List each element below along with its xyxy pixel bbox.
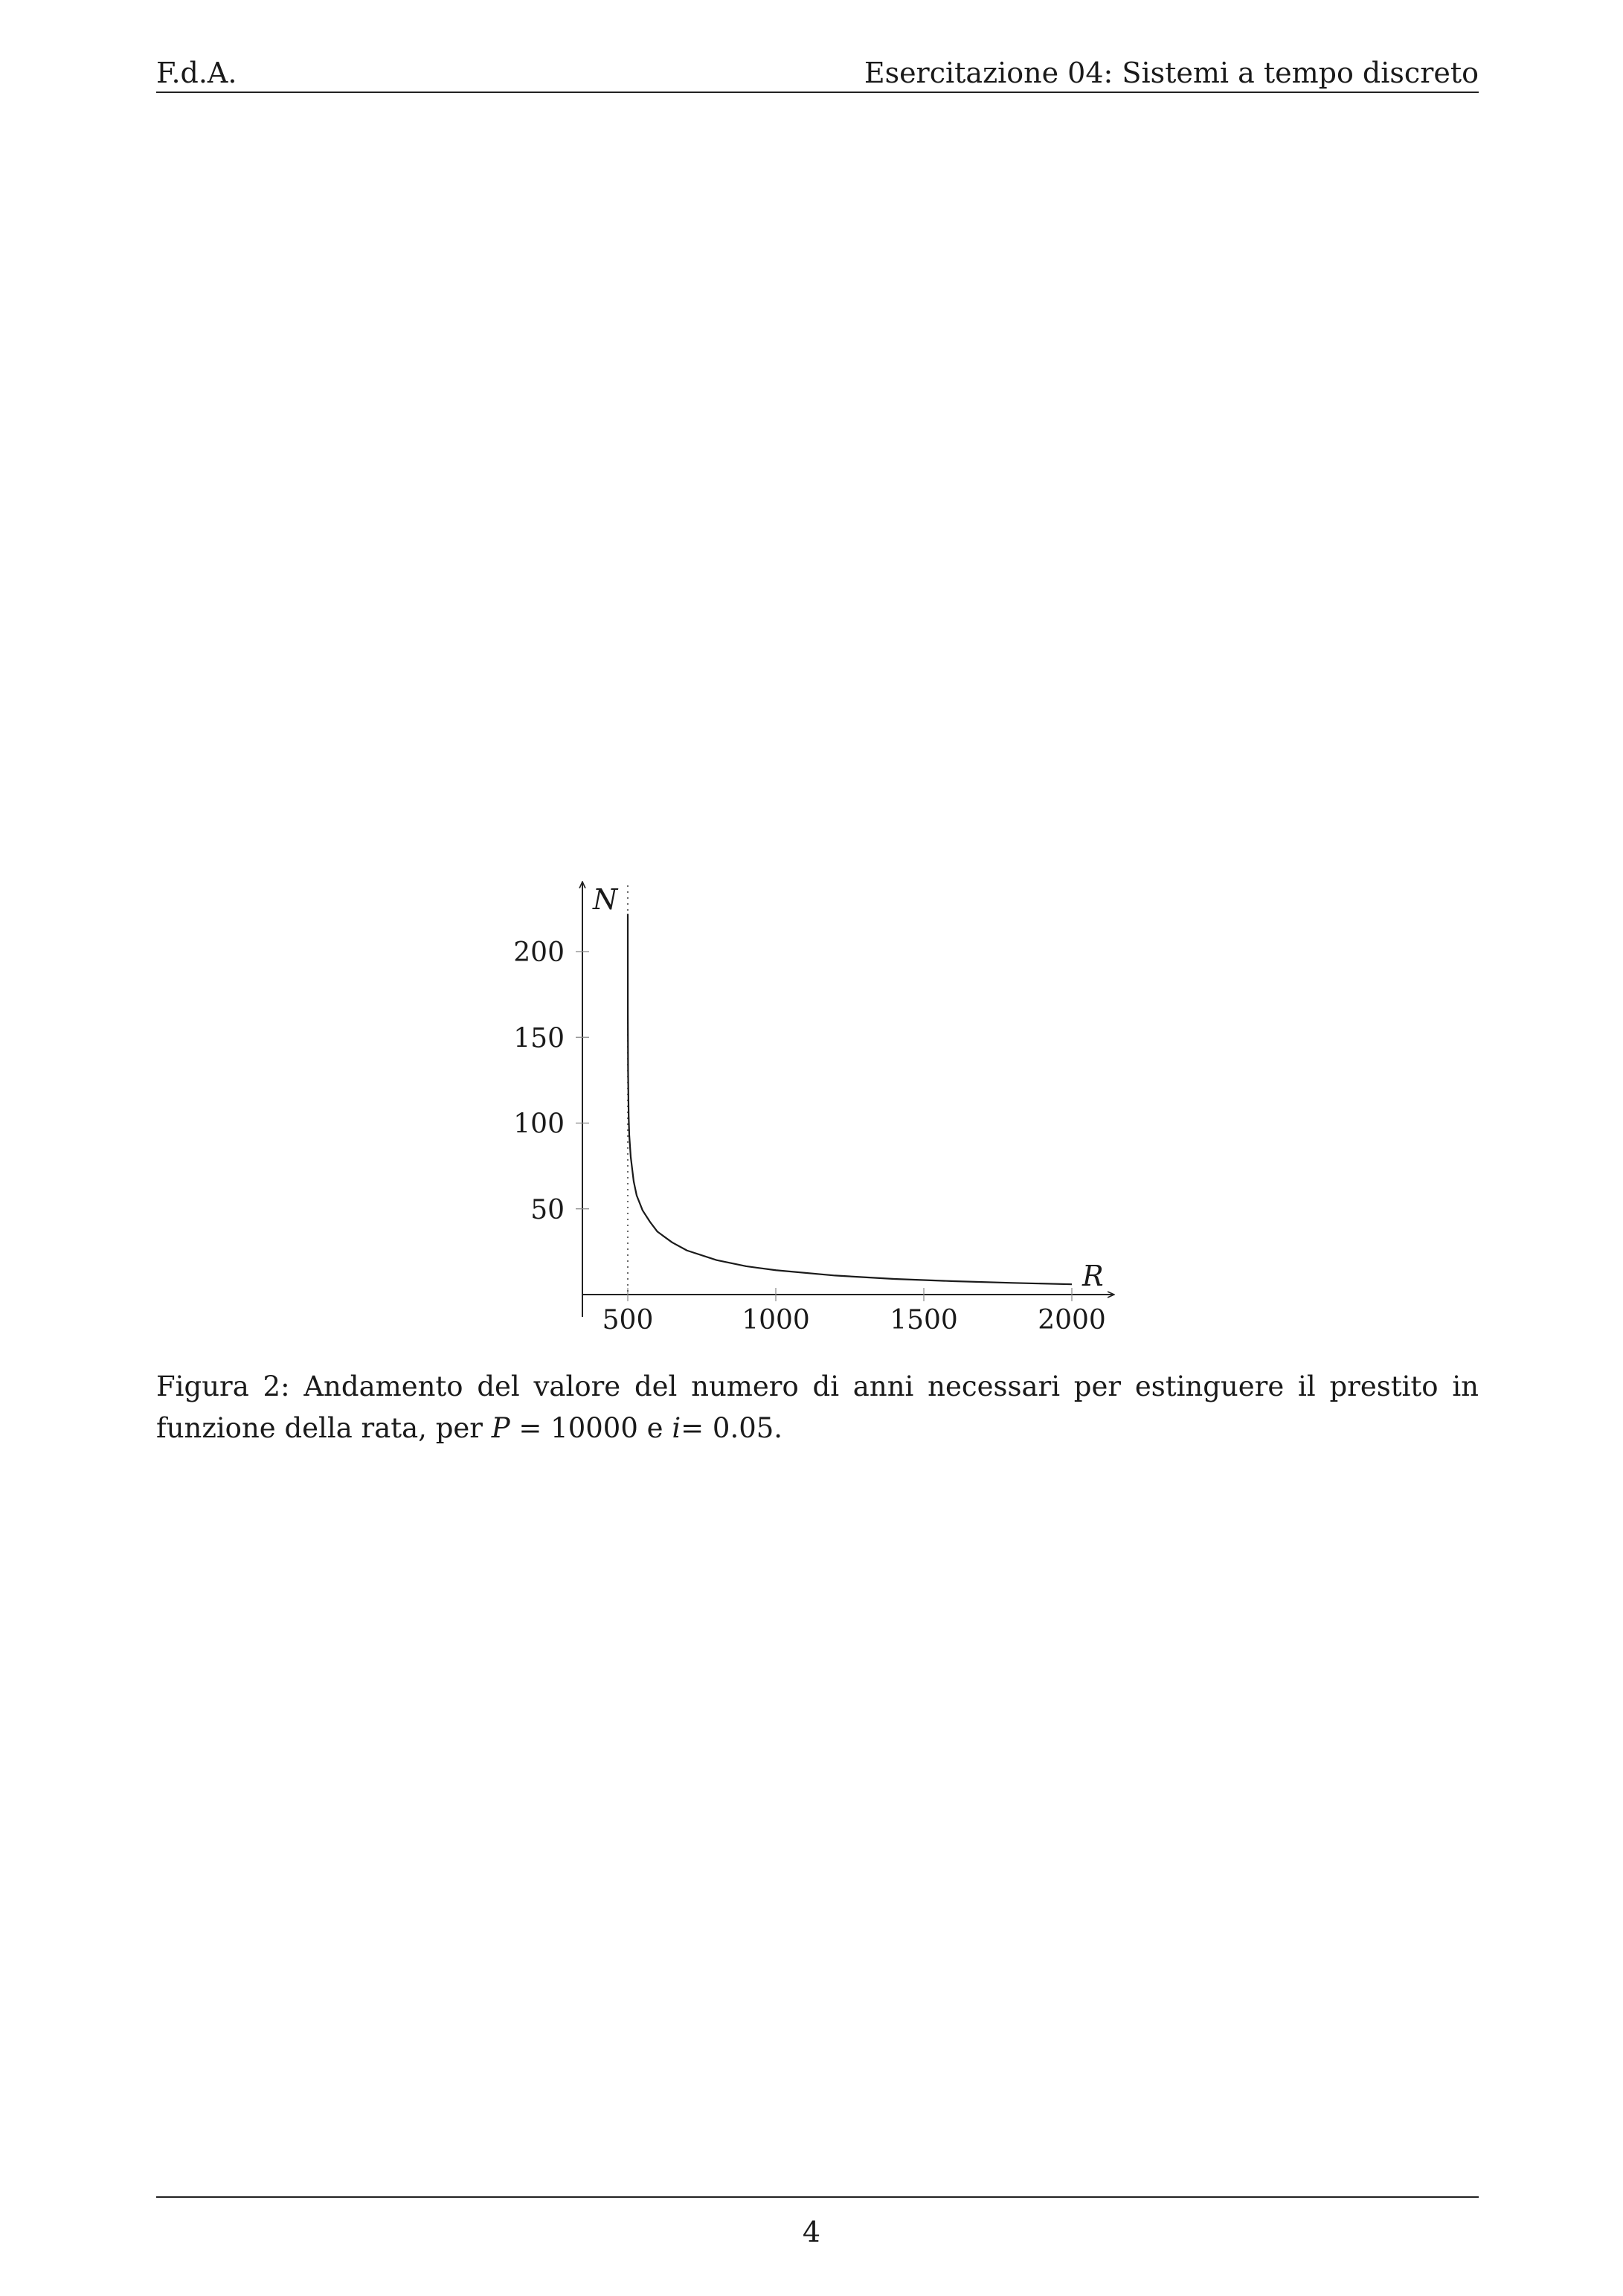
header-rule <box>156 92 1479 93</box>
y-tick-label: 150 <box>513 1023 565 1054</box>
caption-eq-p: = 10000 e <box>518 1412 663 1444</box>
caption-text: Andamento del valore del numero di anni … <box>156 1370 1479 1444</box>
x-tick-label: 1000 <box>742 1305 810 1335</box>
figure-caption: Figura 2: Andamento del valore del numer… <box>156 1366 1479 1449</box>
x-axis-label: R <box>1082 1260 1104 1292</box>
y-tick-label: 200 <box>513 937 565 968</box>
series-line <box>626 914 1073 1286</box>
chart-axes: NR <box>582 882 1113 1317</box>
x-tick-label: 1500 <box>890 1305 958 1335</box>
y-tick-label: 100 <box>513 1109 565 1140</box>
caption-label: Figura 2: <box>156 1370 290 1402</box>
chart-plot-area <box>626 885 1073 1295</box>
running-header-left: F.d.A. <box>156 57 237 89</box>
caption-var-p: P <box>491 1412 510 1444</box>
y-tick-label: 50 <box>530 1195 565 1225</box>
running-header-title: Esercitazione 04: Sistemi a tempo discre… <box>864 57 1479 89</box>
page-number: 4 <box>802 2216 821 2248</box>
x-tick-label: 500 <box>602 1305 654 1335</box>
caption-eq-i: = 0.05. <box>681 1412 783 1444</box>
y-axis-label: N <box>592 883 619 916</box>
chart-ticks: 500 1000 1500 2000 50 100 150 200 <box>513 937 1106 1335</box>
footer-rule <box>156 2196 1479 2198</box>
caption-var-i: i <box>672 1412 681 1444</box>
x-tick-label: 2000 <box>1038 1305 1106 1335</box>
